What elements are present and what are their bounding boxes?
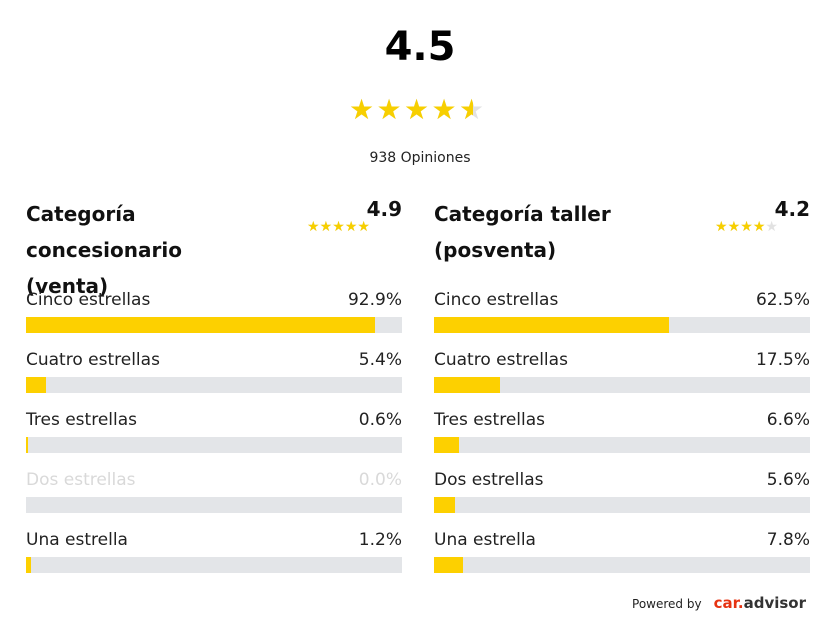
overall-stars: ★ ★ ★ ★ ★ ★ ★ ★ ★ ★	[349, 96, 487, 130]
breakdown-bar-track	[26, 557, 402, 573]
caradvisor-logo[interactable]: car.advisor	[713, 594, 806, 612]
breakdown-bar-track	[26, 377, 402, 393]
breakdown-row: Cinco estrellas 62.5%	[434, 288, 810, 348]
breakdown-list: Cinco estrellas 62.5% Cuatro estrellas 17.5…	[434, 288, 810, 588]
breakdown-row: Dos estrellas 5.6%	[434, 468, 810, 528]
star-icon: ★★	[765, 219, 778, 235]
breakdown-percent: 62.5%	[755, 290, 810, 310]
breakdown-bar-fill	[434, 497, 456, 513]
breakdown-label: Cuatro estrellas	[26, 350, 160, 370]
breakdown-row: Una estrella 1.2%	[26, 528, 402, 588]
breakdown-row: Cinco estrellas 92.9%	[26, 288, 402, 348]
breakdown-bar-track	[26, 497, 402, 513]
breakdown-label: Tres estrellas	[434, 410, 545, 430]
breakdown-percent: 92.9%	[347, 290, 402, 310]
category-score: 4.2	[774, 197, 810, 221]
star-icon: ★★	[307, 219, 320, 235]
category-title: Categoría concesionario (venta)	[26, 196, 294, 304]
breakdown-bar-fill	[434, 557, 464, 573]
breakdown-bar-fill	[434, 317, 669, 333]
breakdown-label: Cinco estrellas	[26, 290, 151, 310]
breakdown-bar-fill	[26, 437, 29, 453]
star-icon: ★★	[740, 219, 753, 235]
breakdown-bar-track	[434, 437, 810, 453]
breakdown-row: Tres estrellas 0.6%	[26, 408, 402, 468]
breakdown-percent: 7.8%	[766, 530, 810, 550]
breakdown-percent: 1.2%	[358, 530, 402, 550]
breakdown-percent: 6.6%	[766, 410, 810, 430]
breakdown-bar-fill	[434, 377, 500, 393]
breakdown-label: Cuatro estrellas	[434, 350, 568, 370]
breakdown-bar-fill	[26, 557, 31, 573]
star-icon: ★★	[349, 93, 375, 126]
category-score: 4.9	[366, 197, 402, 221]
breakdown-row: Cuatro estrellas 5.4%	[26, 348, 402, 408]
category-title-line2: (venta)	[26, 274, 109, 298]
breakdown-row: Cuatro estrellas 17.5%	[434, 348, 810, 408]
breakdown-label: Dos estrellas	[26, 470, 136, 490]
breakdown-label: Dos estrellas	[434, 470, 544, 490]
star-icon: ★★	[715, 219, 728, 235]
breakdown-bar-fill	[26, 317, 376, 333]
breakdown-bar-track	[434, 317, 810, 333]
breakdown-label: Una estrella	[26, 530, 128, 550]
star-icon: ★★	[431, 93, 457, 126]
star-icon: ★★	[404, 93, 430, 126]
category-title-line1: Categoría taller	[434, 202, 611, 226]
breakdown-row: Una estrella 7.8%	[434, 528, 810, 588]
star-icon: ★★	[357, 219, 370, 235]
star-icon: ★★	[319, 219, 333, 235]
category-title: Categoría taller (posventa)	[434, 196, 702, 268]
breakdown-percent: 0.6%	[358, 410, 402, 430]
star-icon: ★★	[727, 219, 741, 235]
breakdown-percent: 5.4%	[358, 350, 402, 370]
powered-by: Powered by car.advisor	[632, 594, 806, 612]
breakdown-percent: 0.0%	[358, 470, 402, 490]
breakdown-bar-fill	[434, 437, 459, 453]
category-title-line1: Categoría concesionario	[26, 202, 182, 262]
breakdown-label: Cinco estrellas	[434, 290, 559, 310]
star-icon: ★★	[332, 219, 345, 235]
star-icon: ★★	[376, 93, 402, 126]
breakdown-percent: 5.6%	[766, 470, 810, 490]
breakdown-list: Cinco estrellas 92.9% Cuatro estrellas 5.4%…	[26, 288, 402, 588]
overall-score: 4.5	[384, 24, 456, 70]
breakdown-bar-track	[434, 557, 810, 573]
breakdown-bar-track	[26, 317, 402, 333]
breakdown-bar-fill	[26, 377, 47, 393]
breakdown-bar-track	[434, 497, 810, 513]
breakdown-row: Tres estrellas 6.6%	[434, 408, 810, 468]
star-icon: ★★	[459, 93, 485, 126]
breakdown-label: Una estrella	[434, 530, 536, 550]
breakdown-bar-track	[434, 377, 810, 393]
powered-by-label: Powered by	[632, 597, 702, 611]
breakdown-label: Tres estrellas	[26, 410, 137, 430]
breakdown-percent: 17.5%	[755, 350, 810, 370]
star-icon: ★★	[752, 219, 766, 235]
star-icon: ★★	[344, 219, 358, 235]
review-count: 938 Opiniones	[369, 150, 471, 166]
category-stars: ★★★★★★★★★★	[715, 220, 778, 234]
breakdown-row: Dos estrellas 0.0%	[26, 468, 402, 528]
category-title-line2: (posventa)	[434, 238, 557, 262]
breakdown-bar-track	[26, 437, 402, 453]
category-stars: ★★★★★★★★★★	[307, 220, 370, 234]
